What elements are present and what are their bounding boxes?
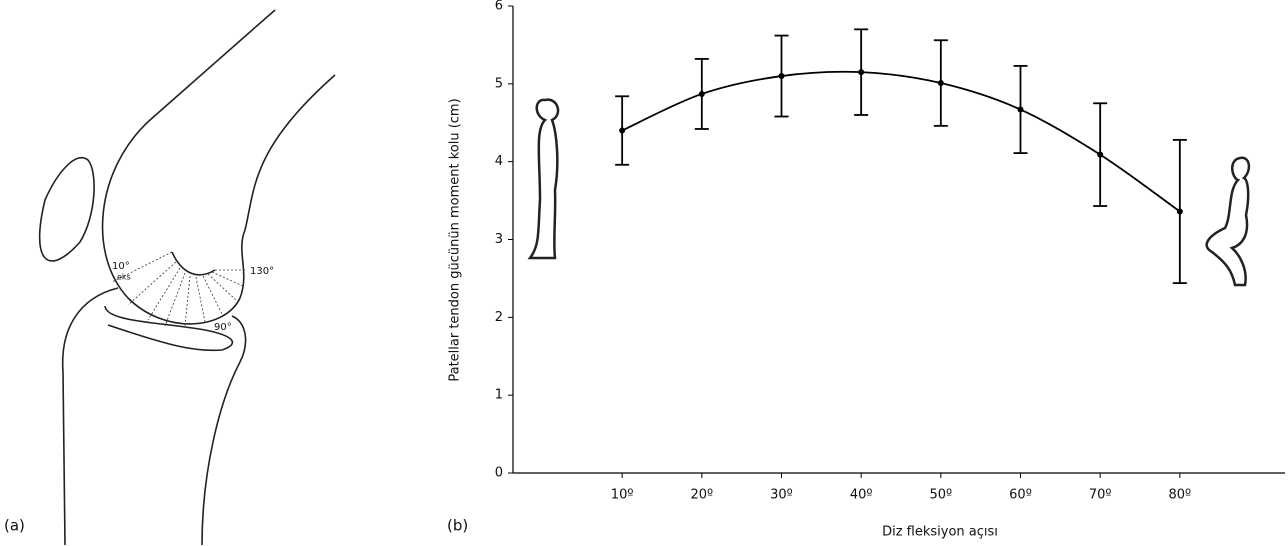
flexion-curve <box>171 251 216 276</box>
angle-label: 130° <box>250 266 274 277</box>
radial-line <box>211 271 244 287</box>
tibia-left <box>61 287 119 546</box>
x-tick-label: 40º <box>850 488 873 503</box>
radial-line <box>111 251 173 283</box>
radial-line <box>207 273 237 301</box>
x-axis-label: Diz fleksiyon açısı <box>882 525 998 540</box>
radial-line <box>127 261 177 306</box>
x-tick-label: 60º <box>1009 488 1032 503</box>
femur <box>101 9 336 325</box>
radial-lines <box>111 251 247 327</box>
radial-line <box>147 267 181 321</box>
angle-label: eks <box>117 273 131 282</box>
data-point <box>937 80 944 87</box>
data-point <box>619 127 626 134</box>
x-tick-label: 70º <box>1089 488 1112 503</box>
data-point <box>1017 106 1024 113</box>
y-tick-label: 0 <box>495 466 503 481</box>
fit-curve <box>621 70 1181 213</box>
patella <box>38 157 95 262</box>
knee-diagram: 10° eks 130° 90° <box>38 9 336 546</box>
y-tick-label: 3 <box>495 232 503 247</box>
meniscus <box>104 305 234 352</box>
radial-line <box>195 276 206 323</box>
y-axis-label: Patellar tendon gücünün moment kolu (cm) <box>448 98 463 381</box>
y-tick-label: 1 <box>495 388 503 403</box>
y-tick-label: 6 <box>495 0 503 14</box>
squatting-figure <box>1205 156 1251 287</box>
y-tick-label: 2 <box>495 310 503 325</box>
panel-label: (b) <box>447 517 468 535</box>
standing-figure <box>527 98 560 260</box>
y-tick-label: 4 <box>495 154 503 169</box>
x-tick-label: 20º <box>690 488 713 503</box>
panel-label: (a) <box>4 517 25 535</box>
angle-label: 90° <box>214 322 232 333</box>
angle-label: 10° <box>112 261 130 272</box>
y-tick-label: 5 <box>495 76 503 91</box>
tibia-right <box>201 315 247 546</box>
data-point <box>1176 208 1183 215</box>
x-tick-label: 80º <box>1169 488 1192 503</box>
radial-line <box>202 275 223 315</box>
data-point <box>778 73 785 80</box>
x-tick-label: 50º <box>929 488 952 503</box>
data-point <box>1097 151 1104 158</box>
radial-line <box>184 275 191 327</box>
x-tick-label: 10º <box>611 488 634 503</box>
data-point <box>698 90 705 97</box>
x-tick-label: 30º <box>770 488 793 503</box>
radial-line <box>164 272 186 327</box>
data-point <box>858 69 865 76</box>
